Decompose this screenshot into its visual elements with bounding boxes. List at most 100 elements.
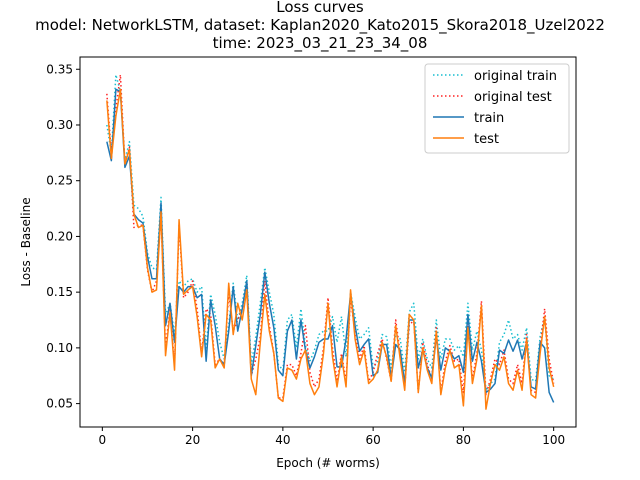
data-point xyxy=(400,358,401,359)
data-point xyxy=(174,370,175,371)
data-point xyxy=(544,308,545,309)
y-tick-label: 0.25 xyxy=(46,174,73,188)
data-point xyxy=(151,267,152,268)
data-point xyxy=(228,283,229,284)
data-point xyxy=(350,289,351,290)
data-point xyxy=(526,338,527,339)
data-point xyxy=(115,74,116,75)
legend-label: train xyxy=(474,111,504,126)
data-point xyxy=(192,286,193,287)
data-point xyxy=(291,314,292,315)
data-point xyxy=(341,316,342,317)
data-point xyxy=(264,294,265,295)
data-point xyxy=(454,358,455,359)
data-point xyxy=(386,336,387,337)
data-point xyxy=(287,364,288,365)
data-point xyxy=(133,214,134,215)
data-point xyxy=(129,149,130,150)
data-point xyxy=(151,278,152,279)
data-point xyxy=(549,375,550,376)
data-point xyxy=(269,331,270,332)
data-point xyxy=(440,394,441,395)
data-point xyxy=(323,353,324,354)
x-tick-label: 100 xyxy=(542,433,565,447)
data-point xyxy=(386,356,387,357)
data-point xyxy=(224,367,225,368)
data-point xyxy=(314,394,315,395)
data-point xyxy=(449,350,450,351)
data-point xyxy=(201,286,202,287)
data-point xyxy=(327,338,328,339)
data-point xyxy=(436,319,437,320)
data-point xyxy=(436,331,437,332)
data-point xyxy=(115,115,116,116)
data-point xyxy=(364,350,365,351)
data-point xyxy=(255,345,256,346)
data-point xyxy=(458,355,459,356)
x-tick-label: 40 xyxy=(275,433,290,447)
data-point xyxy=(282,401,283,402)
data-point xyxy=(449,338,450,339)
data-point xyxy=(287,367,288,368)
data-point xyxy=(278,397,279,398)
data-point xyxy=(391,381,392,382)
data-point xyxy=(120,89,121,90)
data-point xyxy=(215,325,216,326)
data-point xyxy=(454,367,455,368)
data-point xyxy=(445,367,446,368)
data-point xyxy=(142,222,143,223)
data-point xyxy=(165,355,166,356)
data-point xyxy=(300,319,301,320)
data-point xyxy=(535,397,536,398)
data-point xyxy=(373,375,374,376)
data-point xyxy=(291,364,292,365)
data-point xyxy=(354,316,355,317)
data-point xyxy=(106,124,107,125)
data-point xyxy=(368,383,369,384)
data-point xyxy=(178,219,179,220)
data-point xyxy=(323,338,324,339)
data-point xyxy=(246,280,247,281)
data-point xyxy=(142,225,143,226)
data-point xyxy=(264,271,265,272)
data-point xyxy=(377,361,378,362)
data-point xyxy=(291,370,292,371)
data-point xyxy=(404,390,405,391)
legend: original train original test train test xyxy=(424,63,570,154)
data-point xyxy=(314,350,315,351)
data-point xyxy=(269,292,270,293)
data-point xyxy=(481,350,482,351)
data-point xyxy=(332,316,333,317)
data-point xyxy=(192,278,193,279)
data-point xyxy=(481,361,482,362)
data-point xyxy=(296,358,297,359)
data-point xyxy=(237,331,238,332)
data-point xyxy=(409,314,410,315)
data-point xyxy=(422,347,423,348)
data-point xyxy=(490,383,491,384)
data-point xyxy=(458,364,459,365)
series-line-test xyxy=(106,88,555,410)
data-point xyxy=(133,227,134,228)
data-point xyxy=(521,358,522,359)
data-point xyxy=(440,370,441,371)
data-point xyxy=(549,392,550,393)
y-tick-label: 0.15 xyxy=(46,285,73,299)
data-point xyxy=(354,338,355,339)
data-point xyxy=(251,378,252,379)
data-point xyxy=(327,297,328,298)
data-point xyxy=(359,364,360,365)
data-point xyxy=(526,327,527,328)
data-point xyxy=(228,331,229,332)
chart-title-line-1: Loss curves xyxy=(276,0,364,16)
data-point xyxy=(169,312,170,313)
data-point xyxy=(210,299,211,300)
data-point xyxy=(521,350,522,351)
data-point xyxy=(431,383,432,384)
data-point xyxy=(300,353,301,354)
data-point xyxy=(377,370,378,371)
data-point xyxy=(242,308,243,309)
data-point xyxy=(278,370,279,371)
y-tick-label: 0.30 xyxy=(46,118,73,132)
data-point xyxy=(345,356,346,357)
